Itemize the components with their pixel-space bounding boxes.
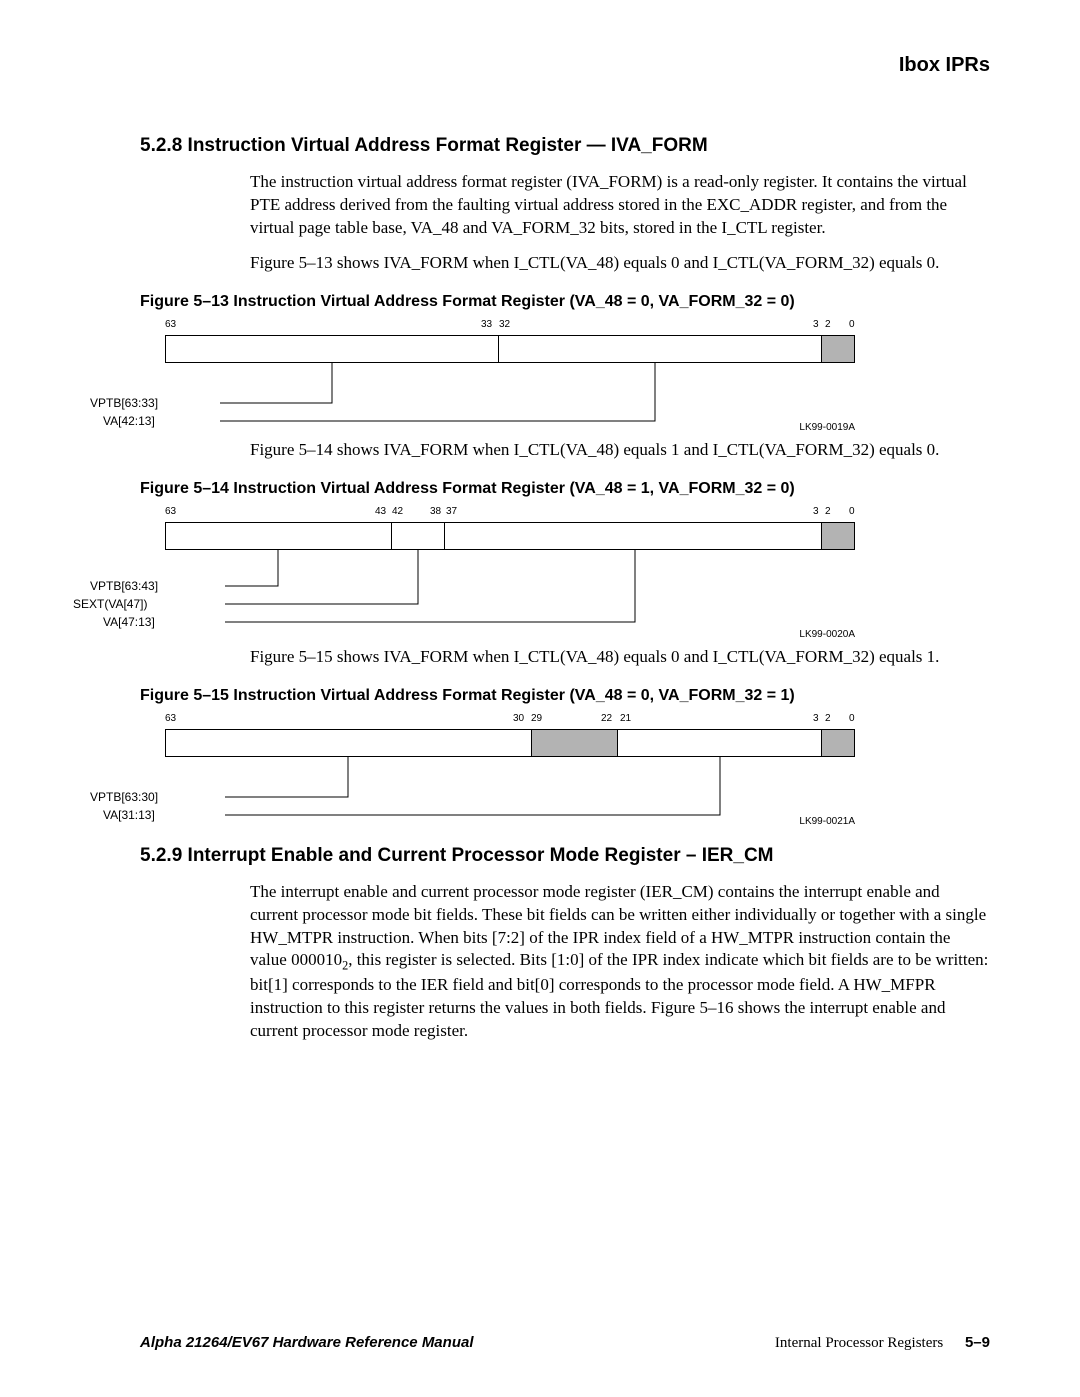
bit-33: 33 bbox=[481, 319, 492, 330]
field-sext-514: SEXT(VA[47]) bbox=[73, 597, 147, 611]
seg-515-4 bbox=[822, 730, 854, 756]
bit-0-514: 0 bbox=[849, 506, 855, 517]
figure-514-caption: Figure 5–14 Instruction Virtual Address … bbox=[140, 480, 990, 498]
bit-labels-513: 63 33 32 3 2 0 bbox=[165, 319, 855, 335]
field-va-515: VA[31:13] bbox=[103, 808, 155, 822]
section-528-body: The instruction virtual address format r… bbox=[250, 171, 990, 275]
bit-0-515: 0 bbox=[849, 713, 855, 724]
register-box-515 bbox=[165, 729, 855, 757]
para-515-intro: Figure 5–15 shows IVA_FORM when I_CTL(VA… bbox=[250, 646, 990, 669]
para-515-intro-text: Figure 5–15 shows IVA_FORM when I_CTL(VA… bbox=[250, 646, 990, 669]
field-vptb-515: VPTB[63:30] bbox=[90, 790, 158, 804]
seg-513-3 bbox=[822, 336, 854, 362]
seg-514-3 bbox=[445, 523, 821, 549]
para-529: The interrupt enable and current process… bbox=[250, 881, 990, 1044]
bit-43: 43 bbox=[375, 506, 386, 517]
seg-515-1 bbox=[166, 730, 532, 756]
footer-manual-title: Alpha 21264/EV67 Hardware Reference Manu… bbox=[140, 1334, 474, 1351]
bit-38: 38 bbox=[430, 506, 441, 517]
bit-21: 21 bbox=[620, 713, 631, 724]
bit-29: 29 bbox=[531, 713, 542, 724]
bit-30: 30 bbox=[513, 713, 524, 724]
figure-515: 63 30 29 22 21 3 2 0 VPTB[63:30] VA[31:1… bbox=[165, 713, 855, 833]
field-va-513: VA[42:13] bbox=[103, 414, 155, 428]
seg-515-2 bbox=[532, 730, 618, 756]
seg-513-2 bbox=[499, 336, 821, 362]
section-529-body: The interrupt enable and current process… bbox=[250, 881, 990, 1044]
register-box-513 bbox=[165, 335, 855, 363]
fig-id-514: LK99-0020A bbox=[799, 629, 855, 640]
bit-63-514: 63 bbox=[165, 506, 176, 517]
bit-2: 2 bbox=[825, 319, 831, 330]
seg-514-1 bbox=[166, 523, 392, 549]
para-514-intro: Figure 5–14 shows IVA_FORM when I_CTL(VA… bbox=[250, 439, 990, 462]
seg-515-3 bbox=[618, 730, 822, 756]
para-514-intro-text: Figure 5–14 shows IVA_FORM when I_CTL(VA… bbox=[250, 439, 990, 462]
bit-0: 0 bbox=[849, 319, 855, 330]
bit-22: 22 bbox=[601, 713, 612, 724]
bit-2-514: 2 bbox=[825, 506, 831, 517]
field-lines-514: VPTB[63:43] SEXT(VA[47]) VA[47:13] LK99-… bbox=[165, 550, 855, 640]
bit-2-515: 2 bbox=[825, 713, 831, 724]
bit-63-515: 63 bbox=[165, 713, 176, 724]
bit-37: 37 bbox=[446, 506, 457, 517]
bit-labels-515: 63 30 29 22 21 3 2 0 bbox=[165, 713, 855, 729]
seg-514-4 bbox=[822, 523, 854, 549]
running-head: Ibox IPRs bbox=[140, 54, 990, 77]
bit-63: 63 bbox=[165, 319, 176, 330]
bit-3-514: 3 bbox=[813, 506, 819, 517]
bit-3: 3 bbox=[813, 319, 819, 330]
footer-right: Internal Processor Registers 5–9 bbox=[775, 1334, 990, 1352]
para-528-2: Figure 5–13 shows IVA_FORM when I_CTL(VA… bbox=[250, 252, 990, 275]
figure-513-caption: Figure 5–13 Instruction Virtual Address … bbox=[140, 293, 990, 311]
para-528-1: The instruction virtual address format r… bbox=[250, 171, 990, 240]
section-529-title: 5.2.9 Interrupt Enable and Current Proce… bbox=[140, 845, 990, 867]
field-vptb-514: VPTB[63:43] bbox=[90, 579, 158, 593]
para-529-b: , this register is selected. Bits [1:0] … bbox=[250, 950, 988, 1040]
field-vptb-513: VPTB[63:33] bbox=[90, 396, 158, 410]
fig-id-513: LK99-0019A bbox=[799, 422, 855, 433]
register-box-514 bbox=[165, 522, 855, 550]
field-lines-515: VPTB[63:30] VA[31:13] LK99-0021A bbox=[165, 757, 855, 827]
bit-32: 32 bbox=[499, 319, 510, 330]
footer-chapter: Internal Processor Registers bbox=[775, 1335, 943, 1351]
section-528-title: 5.2.8 Instruction Virtual Address Format… bbox=[140, 135, 990, 157]
figure-515-caption: Figure 5–15 Instruction Virtual Address … bbox=[140, 687, 990, 705]
bit-3-515: 3 bbox=[813, 713, 819, 724]
page-footer: Alpha 21264/EV67 Hardware Reference Manu… bbox=[140, 1334, 990, 1352]
bit-42: 42 bbox=[392, 506, 403, 517]
fig-id-515: LK99-0021A bbox=[799, 816, 855, 827]
footer-page-number: 5–9 bbox=[965, 1334, 990, 1351]
field-lines-513: VPTB[63:33] VA[42:13] LK99-0019A bbox=[165, 363, 855, 433]
figure-514: 63 43 42 38 37 3 2 0 VPTB[63:43] SEXT(VA… bbox=[165, 506, 855, 646]
bit-labels-514: 63 43 42 38 37 3 2 0 bbox=[165, 506, 855, 522]
page: Ibox IPRs 5.2.8 Instruction Virtual Addr… bbox=[0, 0, 1080, 1397]
seg-514-2 bbox=[392, 523, 446, 549]
figure-513: 63 33 32 3 2 0 VPTB[63:33] VA[42:13] LK9… bbox=[165, 319, 855, 439]
seg-513-1 bbox=[166, 336, 499, 362]
field-va-514: VA[47:13] bbox=[103, 615, 155, 629]
